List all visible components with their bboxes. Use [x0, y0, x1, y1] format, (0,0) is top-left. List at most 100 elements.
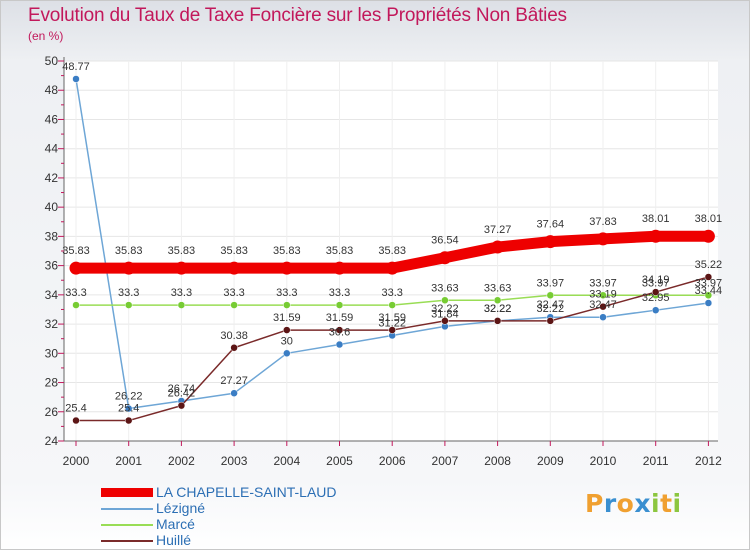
y-tick-label: 42: [45, 171, 59, 185]
data-point-lezigne: [230, 389, 238, 397]
logo-letter: i: [651, 489, 661, 518]
y-tick-label: 48: [45, 83, 59, 97]
data-point-marce: [72, 301, 80, 309]
y-tick-label: 30: [45, 346, 59, 360]
data-label-la-chapelle-saint-laud: 35.83: [115, 245, 143, 257]
data-label-lezigne: 32.47: [537, 299, 565, 311]
data-label-lezigne: 32.22: [484, 303, 512, 315]
legend-label: LA CHAPELLE-SAINT-LAUD: [156, 484, 337, 500]
data-point-lezigne: [704, 299, 713, 307]
y-tick-label: 38: [45, 229, 59, 243]
data-point-huille: [651, 288, 660, 296]
data-point-huille: [441, 317, 449, 325]
x-tick-label: 2001: [115, 454, 142, 468]
data-label-marce: 33.97: [589, 277, 617, 289]
data-label-lezigne: 26.74: [168, 383, 196, 395]
y-tick-label: 46: [45, 112, 59, 126]
y-tick-label: 40: [45, 200, 59, 214]
legend-swatch: [101, 540, 153, 542]
data-point-marce: [599, 291, 607, 300]
data-point-marce: [177, 301, 186, 309]
y-tick-label: 28: [45, 376, 59, 390]
data-point-la-chapelle-saint-laud: [122, 261, 136, 275]
legend-label: Marcé: [156, 516, 195, 532]
logo-letter: P: [585, 489, 604, 518]
data-point-la-chapelle-saint-laud: [543, 235, 557, 249]
data-label-la-chapelle-saint-laud: 38.01: [695, 213, 723, 225]
logo-letter: o: [616, 489, 635, 518]
data-label-marce: 33.3: [329, 287, 350, 299]
x-tick-label: 2009: [537, 454, 564, 468]
data-point-la-chapelle-saint-laud: [649, 229, 663, 243]
data-point-huille: [388, 326, 396, 334]
data-label-lezigne: 27.27: [220, 375, 248, 387]
legend-swatch: [101, 488, 153, 497]
logo-letter: r: [603, 489, 617, 518]
data-point-marce: [493, 296, 502, 305]
y-tick-label: 32: [45, 317, 59, 331]
data-label-huille: 26.42: [168, 388, 196, 400]
data-label-marce: 33.97: [537, 277, 565, 289]
data-label-huille: 31.59: [273, 312, 301, 324]
data-point-lezigne: [599, 313, 607, 321]
data-label-marce: 33.63: [431, 282, 459, 294]
legend-label: Lézigné: [156, 500, 206, 516]
data-point-la-chapelle-saint-laud: [280, 261, 294, 275]
data-label-lezigne: 48.77: [62, 61, 90, 73]
x-tick-label: 2010: [590, 454, 617, 468]
logo-letter: i: [672, 489, 682, 518]
y-axis-unit: (en %): [28, 29, 64, 43]
data-point-huille: [124, 416, 133, 425]
data-point-la-chapelle-saint-laud: [333, 261, 346, 275]
data-label-marce: 33.3: [118, 287, 139, 299]
data-label-huille: 32.22: [431, 303, 459, 315]
data-label-marce: 33.97: [642, 277, 670, 289]
data-point-la-chapelle-saint-laud: [596, 232, 610, 246]
data-label-lezigne: 30: [281, 335, 293, 347]
data-label-lezigne: 31.22: [378, 317, 406, 329]
data-point-huille: [177, 401, 186, 410]
data-point-marce: [546, 291, 555, 300]
data-point-marce: [388, 301, 396, 309]
data-point-huille: [599, 302, 607, 311]
data-point-lezigne: [283, 349, 291, 358]
y-tick-label: 26: [45, 405, 59, 419]
data-label-marce: 33.3: [223, 287, 244, 299]
x-tick-label: 2005: [326, 454, 353, 468]
data-label-lezigne: 30.6: [329, 327, 350, 339]
data-label-marce: 33.3: [171, 287, 192, 299]
data-label-lezigne: 32.95: [642, 292, 670, 304]
data-point-lezigne: [72, 75, 80, 83]
data-point-marce: [283, 301, 291, 309]
legend-label: Huillé: [156, 532, 192, 548]
data-label-huille: 30.38: [220, 330, 248, 342]
data-point-la-chapelle-saint-laud: [385, 261, 399, 275]
data-label-lezigne: 33.44: [695, 285, 723, 297]
data-label-huille: 34.19: [642, 274, 670, 286]
data-label-marce: 33.97: [695, 277, 723, 289]
data-point-huille: [493, 317, 502, 325]
data-label-huille: 32.22: [537, 303, 565, 315]
y-tick-label: 24: [45, 434, 59, 448]
data-point-la-chapelle-saint-laud: [491, 240, 505, 254]
data-label-huille: 31.59: [326, 312, 354, 324]
data-point-marce: [704, 291, 713, 300]
data-point-huille: [335, 326, 344, 334]
data-point-huille: [283, 326, 291, 334]
data-point-lezigne: [651, 306, 660, 314]
data-label-huille: 25.4: [65, 403, 86, 415]
data-label-la-chapelle-saint-laud: 35.83: [273, 245, 301, 257]
data-label-la-chapelle-saint-laud: 35.83: [220, 245, 248, 257]
data-label-huille: 32.22: [484, 303, 512, 315]
data-label-la-chapelle-saint-laud: 38.01: [642, 213, 670, 225]
data-label-lezigne: 31.84: [431, 308, 459, 320]
x-tick-label: 2003: [221, 454, 248, 468]
data-label-la-chapelle-saint-laud: 35.83: [168, 245, 196, 257]
chart-title: Evolution du Taux de Taxe Foncière sur l…: [28, 5, 567, 26]
data-label-la-chapelle-saint-laud: 37.83: [589, 216, 617, 228]
x-tick-label: 2000: [63, 454, 90, 468]
x-tick-label: 2012: [695, 454, 722, 468]
data-label-la-chapelle-saint-laud: 35.83: [378, 245, 406, 257]
